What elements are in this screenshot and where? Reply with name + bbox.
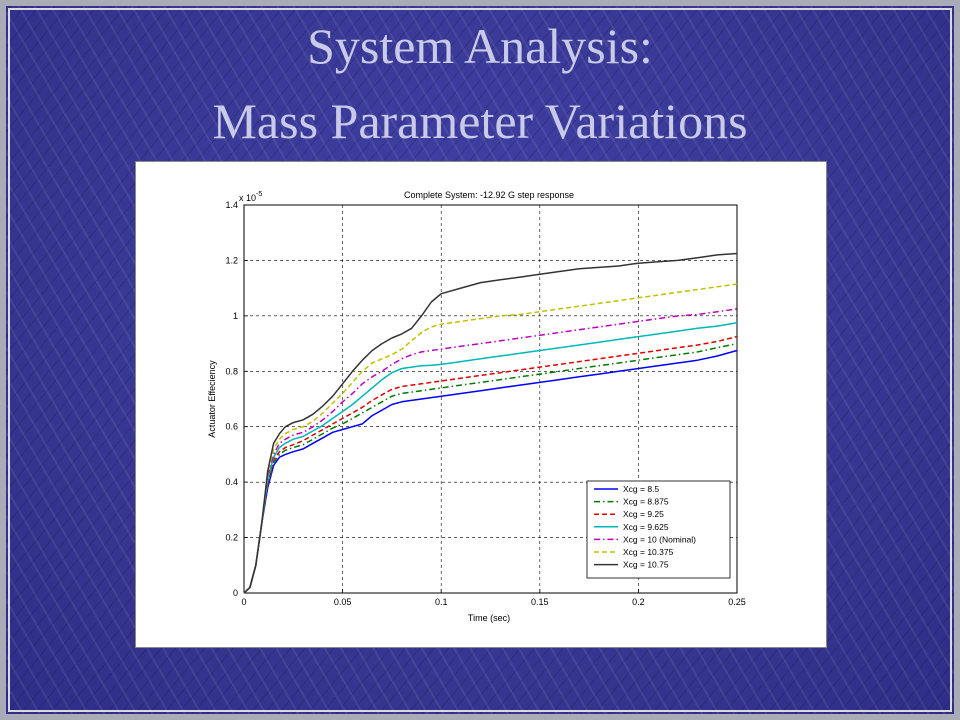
- legend-label: Xcg = 8.5: [623, 484, 659, 494]
- y-exponent-base: x 10-5: [239, 191, 262, 203]
- legend-label: Xcg = 10 (Nominal): [623, 534, 696, 544]
- chart-title: Complete System: -12.92 G step response: [404, 190, 574, 200]
- x-tick-label: 0: [241, 597, 246, 607]
- chart-legend: Xcg = 8.5 Xcg = 8.875 Xcg = 9.25 Xcg = 9.62…: [586, 480, 731, 579]
- plot-area-frame: [243, 204, 738, 594]
- legend-label: Xcg = 10.75: [623, 560, 669, 570]
- chart-figure: Complete System: -12.92 G step response …: [135, 161, 827, 648]
- slide-title-line-2: Mass Parameter Variations: [212, 93, 748, 149]
- y-tick-label: 1.2: [225, 255, 238, 265]
- y-tick-label: 0.8: [225, 366, 238, 376]
- legend-box: [586, 480, 731, 579]
- legend-label: Xcg = 9.25: [623, 509, 664, 519]
- slide-title-line-1: System Analysis:: [307, 18, 653, 74]
- chart-svg: Complete System: -12.92 G step response …: [207, 190, 746, 623]
- series-line: [243, 335, 738, 594]
- x-tick-label: 0.25: [728, 597, 746, 607]
- x-tick-label: 0.15: [531, 597, 549, 607]
- y-axis-label: Actuator Effeciency: [207, 360, 217, 438]
- y-tick-label: 1: [233, 311, 238, 321]
- series-line: [243, 283, 738, 594]
- legend-label: Xcg = 9.625: [623, 522, 669, 532]
- x-axis-label: Time (sec): [468, 613, 510, 623]
- x-tick-label: 0.1: [435, 597, 448, 607]
- series-line: [243, 308, 738, 594]
- series-layer: [243, 252, 738, 594]
- y-tick-label: 0.6: [225, 422, 238, 432]
- series-line: [243, 322, 738, 594]
- series-line: [243, 349, 738, 594]
- y-tick-label: 1.4: [225, 200, 238, 210]
- x-tick-label: 0.05: [334, 597, 352, 607]
- x-tick-label: 0.2: [632, 597, 645, 607]
- legend-label: Xcg = 8.875: [623, 497, 669, 507]
- y-tick-label: 0.2: [225, 533, 238, 543]
- series-line: [243, 252, 738, 594]
- y-tick-label: 0: [233, 588, 238, 598]
- legend-label: Xcg = 10.375: [623, 547, 674, 557]
- y-tick-label: 0.4: [225, 477, 238, 487]
- axis-ticks: 0 0.05 0.1 0.15 0.2 0.25 0 0.2 0.4 0.6 0.8 1 1.2 1.4: [225, 200, 745, 607]
- series-line: [243, 342, 738, 594]
